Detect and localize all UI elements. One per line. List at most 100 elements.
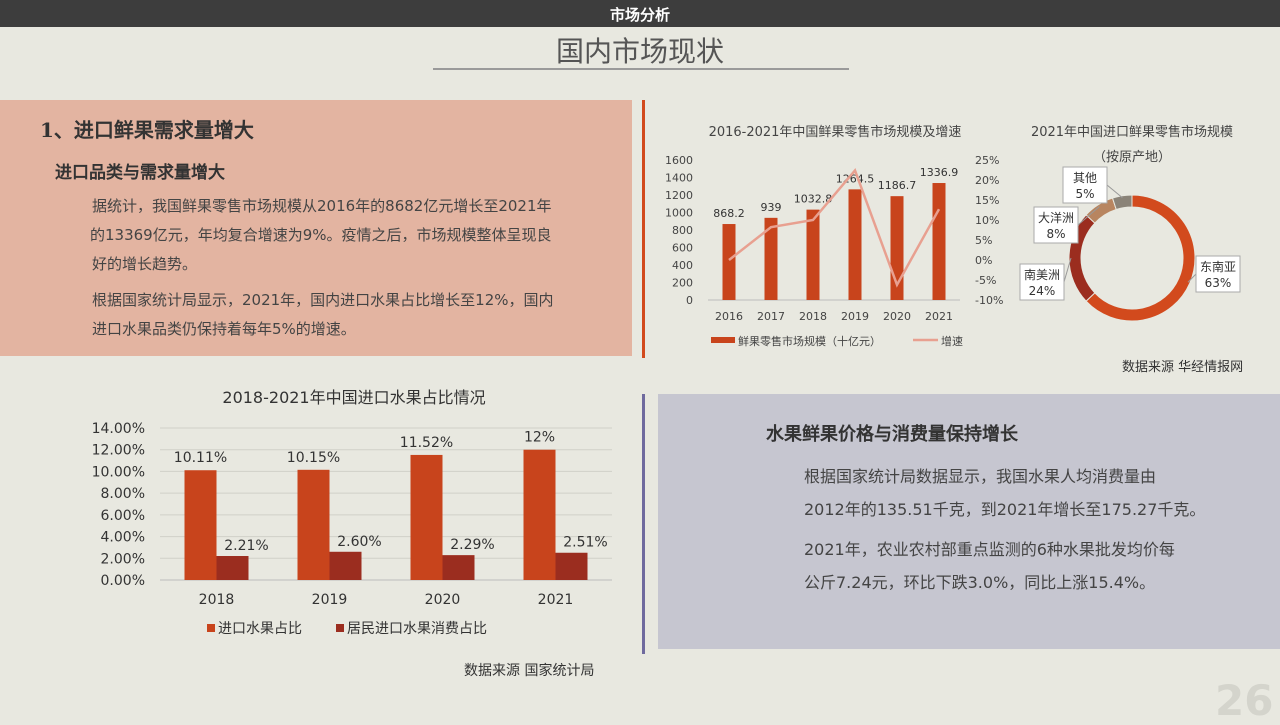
text-line: 2021年，农业农村部重点监测的6种水果批发均价每 (804, 540, 1175, 559)
legend-label: 增速 (941, 334, 963, 348)
x-tick-label: 2021 (925, 310, 953, 323)
origin-donut-chart: 2021年中国进口鲜果零售市场规模 （按原产地） 东南亚 63% 南美洲 24% 大洋洲… (1019, 124, 1241, 322)
bar (329, 551, 362, 580)
y2-tick-label: 15% (975, 194, 999, 207)
y2-tick-label: 0% (975, 254, 992, 267)
data-label: 10.15% (287, 450, 340, 466)
data-label: 939 (761, 201, 782, 214)
y-tick-label: 1000 (665, 207, 693, 220)
slice-value: 8% (1046, 227, 1065, 241)
bar (764, 217, 778, 300)
section-header: 市场分析 (0, 0, 1280, 27)
data-label: 10.11% (174, 450, 227, 466)
text-line: 据统计，我国鲜果零售市场规模从2016年的8682亿元增长至2021年 (92, 197, 552, 215)
y2-tick-label: 5% (975, 234, 992, 247)
x-tick-label: 2016 (715, 310, 743, 323)
y-tick-label: 1200 (665, 189, 693, 202)
y2-tick-label: 20% (975, 174, 999, 187)
x-tick-label: 2020 (425, 592, 461, 608)
accent-divider (642, 100, 645, 358)
y-tick-label: 800 (672, 224, 693, 237)
y-tick-label: 12.00% (92, 443, 145, 459)
legend-swatch (711, 337, 735, 343)
bar (184, 470, 217, 580)
leader-line (1187, 273, 1197, 283)
right-paragraph-2: 2021年，农业农村部重点监测的6种水果批发均价每 公斤7.24元，环比下跌3.… (804, 533, 1175, 599)
section-heading: 1、进口鲜果需求量增大 (40, 118, 254, 142)
data-label: 2.29% (450, 537, 494, 553)
accent-divider (642, 394, 645, 654)
label-box (1019, 263, 1065, 301)
legend-label: 居民进口水果消费占比 (347, 621, 487, 637)
source-note: 数据来源 国家统计局 (464, 663, 595, 679)
donut-slice (1111, 194, 1133, 211)
y-tick-label: 1400 (665, 172, 693, 185)
bar (932, 183, 946, 300)
y2-tick-label: -5% (975, 274, 996, 287)
slice-value: 5% (1075, 187, 1094, 201)
x-tick-label: 2019 (312, 592, 348, 608)
slice-name: 南美洲 (1024, 267, 1060, 282)
y-tick-label: 4.00% (101, 530, 145, 546)
text-line: 根据国家统计局显示，2021年，国内进口水果占比增长至12%，国内 (92, 291, 554, 309)
data-label: 1032.8 (794, 193, 833, 206)
left-paragraph-1: 据统计，我国鲜果零售市场规模从2016年的8682亿元增长至2021年 的133… (90, 192, 552, 279)
legend-swatch (207, 624, 215, 632)
right-text-panel (658, 394, 1280, 649)
y-tick-label: 2.00% (101, 551, 145, 567)
data-label: 1186.7 (878, 179, 917, 192)
left-paragraph-2: 根据国家统计局显示，2021年，国内进口水果占比增长至12%，国内 进口水果品类… (92, 286, 554, 344)
data-label: 11.52% (400, 435, 453, 451)
leader-line (1077, 206, 1100, 226)
title-underline (433, 68, 849, 70)
bar (555, 552, 588, 580)
x-tick-label: 2021 (538, 592, 574, 608)
source-note: 数据来源 华经情报网 (1122, 360, 1244, 375)
subheading: 进口品类与需求量增大 (55, 163, 225, 183)
bar (297, 469, 330, 580)
y-tick-label: 200 (672, 277, 693, 290)
data-label: 1336.9 (920, 166, 959, 179)
data-label: 868.2 (713, 207, 745, 220)
label-box (1195, 255, 1241, 293)
legend-label: 进口水果占比 (218, 621, 302, 637)
y-tick-label: 14.00% (92, 421, 145, 437)
y2-tick-label: 25% (975, 154, 999, 167)
x-tick-label: 2018 (799, 310, 827, 323)
leader-line (1106, 184, 1123, 199)
leader-line (1063, 257, 1072, 283)
bar (806, 209, 820, 300)
slice-name: 大洋洲 (1038, 210, 1074, 225)
y-tick-label: 0.00% (101, 573, 145, 589)
y-tick-label: 8.00% (101, 486, 145, 502)
slice-value: 63% (1205, 276, 1232, 290)
chart-title: 2016-2021年中国鲜果零售市场规模及增速 (709, 124, 962, 140)
y-tick-label: 400 (672, 259, 693, 272)
y-tick-label: 1600 (665, 154, 693, 167)
text-line: 2012年的135.51千克，到2021年增长至175.27千克。 (804, 500, 1206, 519)
page-title: 国内市场现状 (555, 35, 724, 68)
slice-value: 24% (1029, 284, 1056, 298)
slice-name: 东南亚 (1200, 259, 1236, 274)
data-label: 1264.5 (836, 172, 875, 185)
data-label: 2.51% (563, 535, 607, 551)
data-label: 2.60% (337, 534, 381, 550)
x-tick-label: 2018 (199, 592, 235, 608)
bar (410, 454, 443, 580)
label-box (1062, 166, 1108, 204)
legend-label: 鲜果零售市场规模（十亿元） (738, 334, 881, 348)
label-box (1033, 206, 1079, 244)
chart-subtitle: （按原产地） (1093, 150, 1171, 165)
text-line: 好的增长趋势。 (92, 255, 198, 273)
legend-swatch (336, 624, 344, 632)
x-tick-label: 2020 (883, 310, 911, 323)
y-tick-label: 10.00% (92, 464, 145, 480)
data-label: 2.21% (224, 538, 268, 554)
right-paragraph-1: 根据国家统计局数据显示，我国水果人均消费量由 2012年的135.51千克，到2… (804, 460, 1205, 526)
market-size-chart: 2016-2021年中国鲜果零售市场规模及增速 1600 1400 1200 1000… (665, 124, 1003, 348)
growth-line (728, 167, 941, 288)
text-line: 的13369亿元，年均复合增速为9%。疫情之后，市场规模整体呈现良 (90, 226, 552, 244)
data-label: 12% (524, 430, 555, 446)
y-tick-label: 0 (686, 294, 693, 307)
